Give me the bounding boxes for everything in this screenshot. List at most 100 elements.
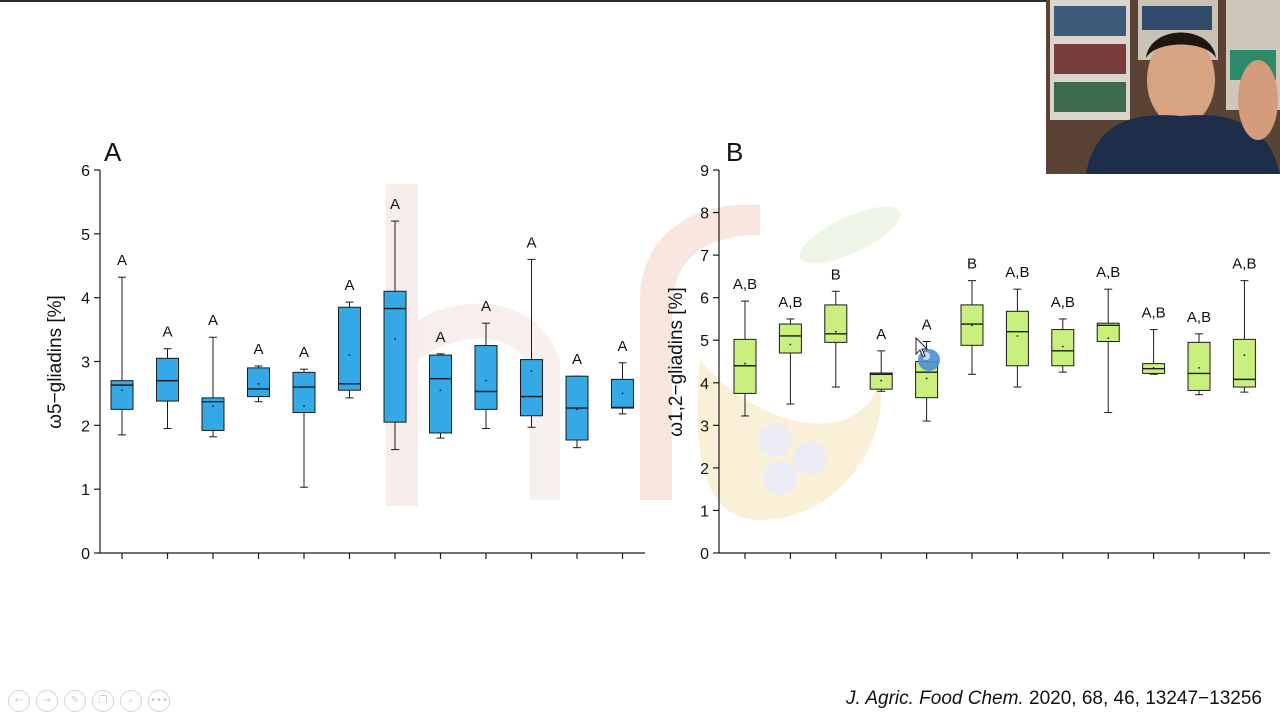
y-tick-label: 3 (81, 355, 90, 372)
watermark-logo (386, 184, 901, 520)
significance-label: B (831, 266, 841, 283)
significance-label: A (253, 341, 263, 358)
mean-point (1061, 345, 1064, 348)
significance-label: A (208, 312, 218, 329)
significance-label: A (117, 252, 127, 269)
significance-label: A,B (1232, 256, 1256, 273)
mean-point (212, 405, 214, 408)
significance-label: A,B (778, 294, 802, 311)
mean-point (303, 405, 305, 408)
significance-label: A (162, 324, 172, 341)
mean-point (166, 379, 169, 382)
mean-point (834, 330, 837, 333)
y-tick-label: 8 (700, 206, 709, 223)
panel-a-y-axis-title: ω5−gliadins [%] (45, 295, 66, 429)
box (110, 380, 134, 410)
copy-icon[interactable]: ❐ (92, 690, 114, 712)
more-icon[interactable]: ••• (148, 690, 170, 712)
y-tick-label: 2 (700, 461, 709, 478)
mean-point (485, 379, 487, 382)
mean-point (880, 379, 883, 382)
mean-point (1107, 337, 1110, 339)
mean-point (925, 377, 928, 380)
box (520, 359, 543, 417)
significance-label: A (299, 344, 309, 361)
significance-label: A,B (1187, 309, 1211, 326)
y-tick-label: 1 (81, 482, 90, 499)
y-tick-label: 9 (700, 163, 709, 180)
next-icon[interactable]: → (36, 690, 58, 712)
significance-label: A (876, 326, 886, 343)
mean-point (439, 389, 442, 392)
significance-label: A,B (1051, 294, 1075, 311)
significance-label: A,B (733, 276, 757, 293)
box (474, 345, 498, 410)
y-tick-label: 6 (81, 163, 90, 180)
box (1051, 329, 1075, 367)
box (824, 304, 848, 343)
significance-label: B (967, 256, 977, 273)
significance-label: A (526, 234, 536, 251)
y-tick-label: 6 (700, 291, 709, 308)
significance-label: A (481, 298, 491, 315)
significance-label: A (922, 316, 932, 333)
y-tick-label: 1 (700, 503, 709, 520)
slide-navigation: ← → ✎ ❐ ⌕ ••• (8, 690, 170, 712)
pen-icon[interactable]: ✎ (64, 690, 86, 712)
y-tick-label: 0 (700, 546, 709, 563)
citation-details: 2020, 68, 46, 13247−13256 (1023, 688, 1262, 709)
box (292, 371, 316, 414)
top-border (0, 0, 1280, 2)
mean-point (1243, 354, 1246, 357)
mean-point (576, 408, 578, 411)
mean-point (1016, 335, 1019, 337)
y-tick-label: 3 (700, 418, 709, 435)
box (1232, 338, 1256, 388)
significance-label: A,B (1096, 264, 1120, 281)
panel-a-letter: A (104, 137, 122, 167)
y-tick-label: 2 (81, 418, 90, 435)
mouse-cursor (915, 336, 940, 371)
box (383, 290, 407, 423)
significance-label: A (572, 351, 582, 368)
mean-point (257, 382, 260, 385)
y-tick-label: 0 (81, 546, 90, 563)
box (1005, 310, 1029, 367)
mean-point (394, 338, 396, 341)
y-tick-label: 7 (700, 248, 709, 265)
mean-point (621, 392, 624, 395)
box (247, 367, 270, 398)
significance-label: A (344, 277, 354, 294)
presenter-video (1046, 0, 1280, 174)
mean-point (744, 362, 746, 365)
mean-point (121, 389, 123, 392)
mean-point (530, 370, 533, 372)
box (156, 357, 179, 402)
significance-label: A (390, 196, 400, 213)
y-tick-label: 4 (81, 291, 90, 308)
y-tick-label: 5 (700, 333, 709, 350)
mean-point (1198, 366, 1200, 369)
significance-label: A,B (1142, 305, 1166, 322)
citation-journal: J. Agric. Food Chem. (845, 688, 1024, 709)
citation: J. Agric. Food Chem. 2020, 68, 46, 13247… (846, 688, 1262, 710)
mean-point (348, 354, 351, 357)
prev-icon[interactable]: ← (8, 690, 30, 712)
significance-label: A (617, 338, 627, 355)
box (778, 323, 802, 354)
y-tick-label: 4 (700, 376, 709, 393)
box (201, 397, 225, 431)
significance-label: A,B (1005, 264, 1029, 281)
mean-point (789, 343, 792, 346)
box (338, 306, 361, 391)
box (1187, 341, 1211, 391)
panel-b-y-axis-title: ω1,2−gliadins [%] (666, 287, 687, 437)
mean-point (1152, 366, 1155, 369)
panel-b-plot: 0 1 2 3 4 5 6 7 8 9 A,B A,B B A A B A,B A,B A,B A,B A,B A,B (700, 163, 1270, 563)
mean-point (971, 324, 973, 327)
box (429, 354, 452, 434)
zoom-icon[interactable]: ⌕ (120, 690, 142, 712)
y-tick-label: 5 (81, 227, 90, 244)
